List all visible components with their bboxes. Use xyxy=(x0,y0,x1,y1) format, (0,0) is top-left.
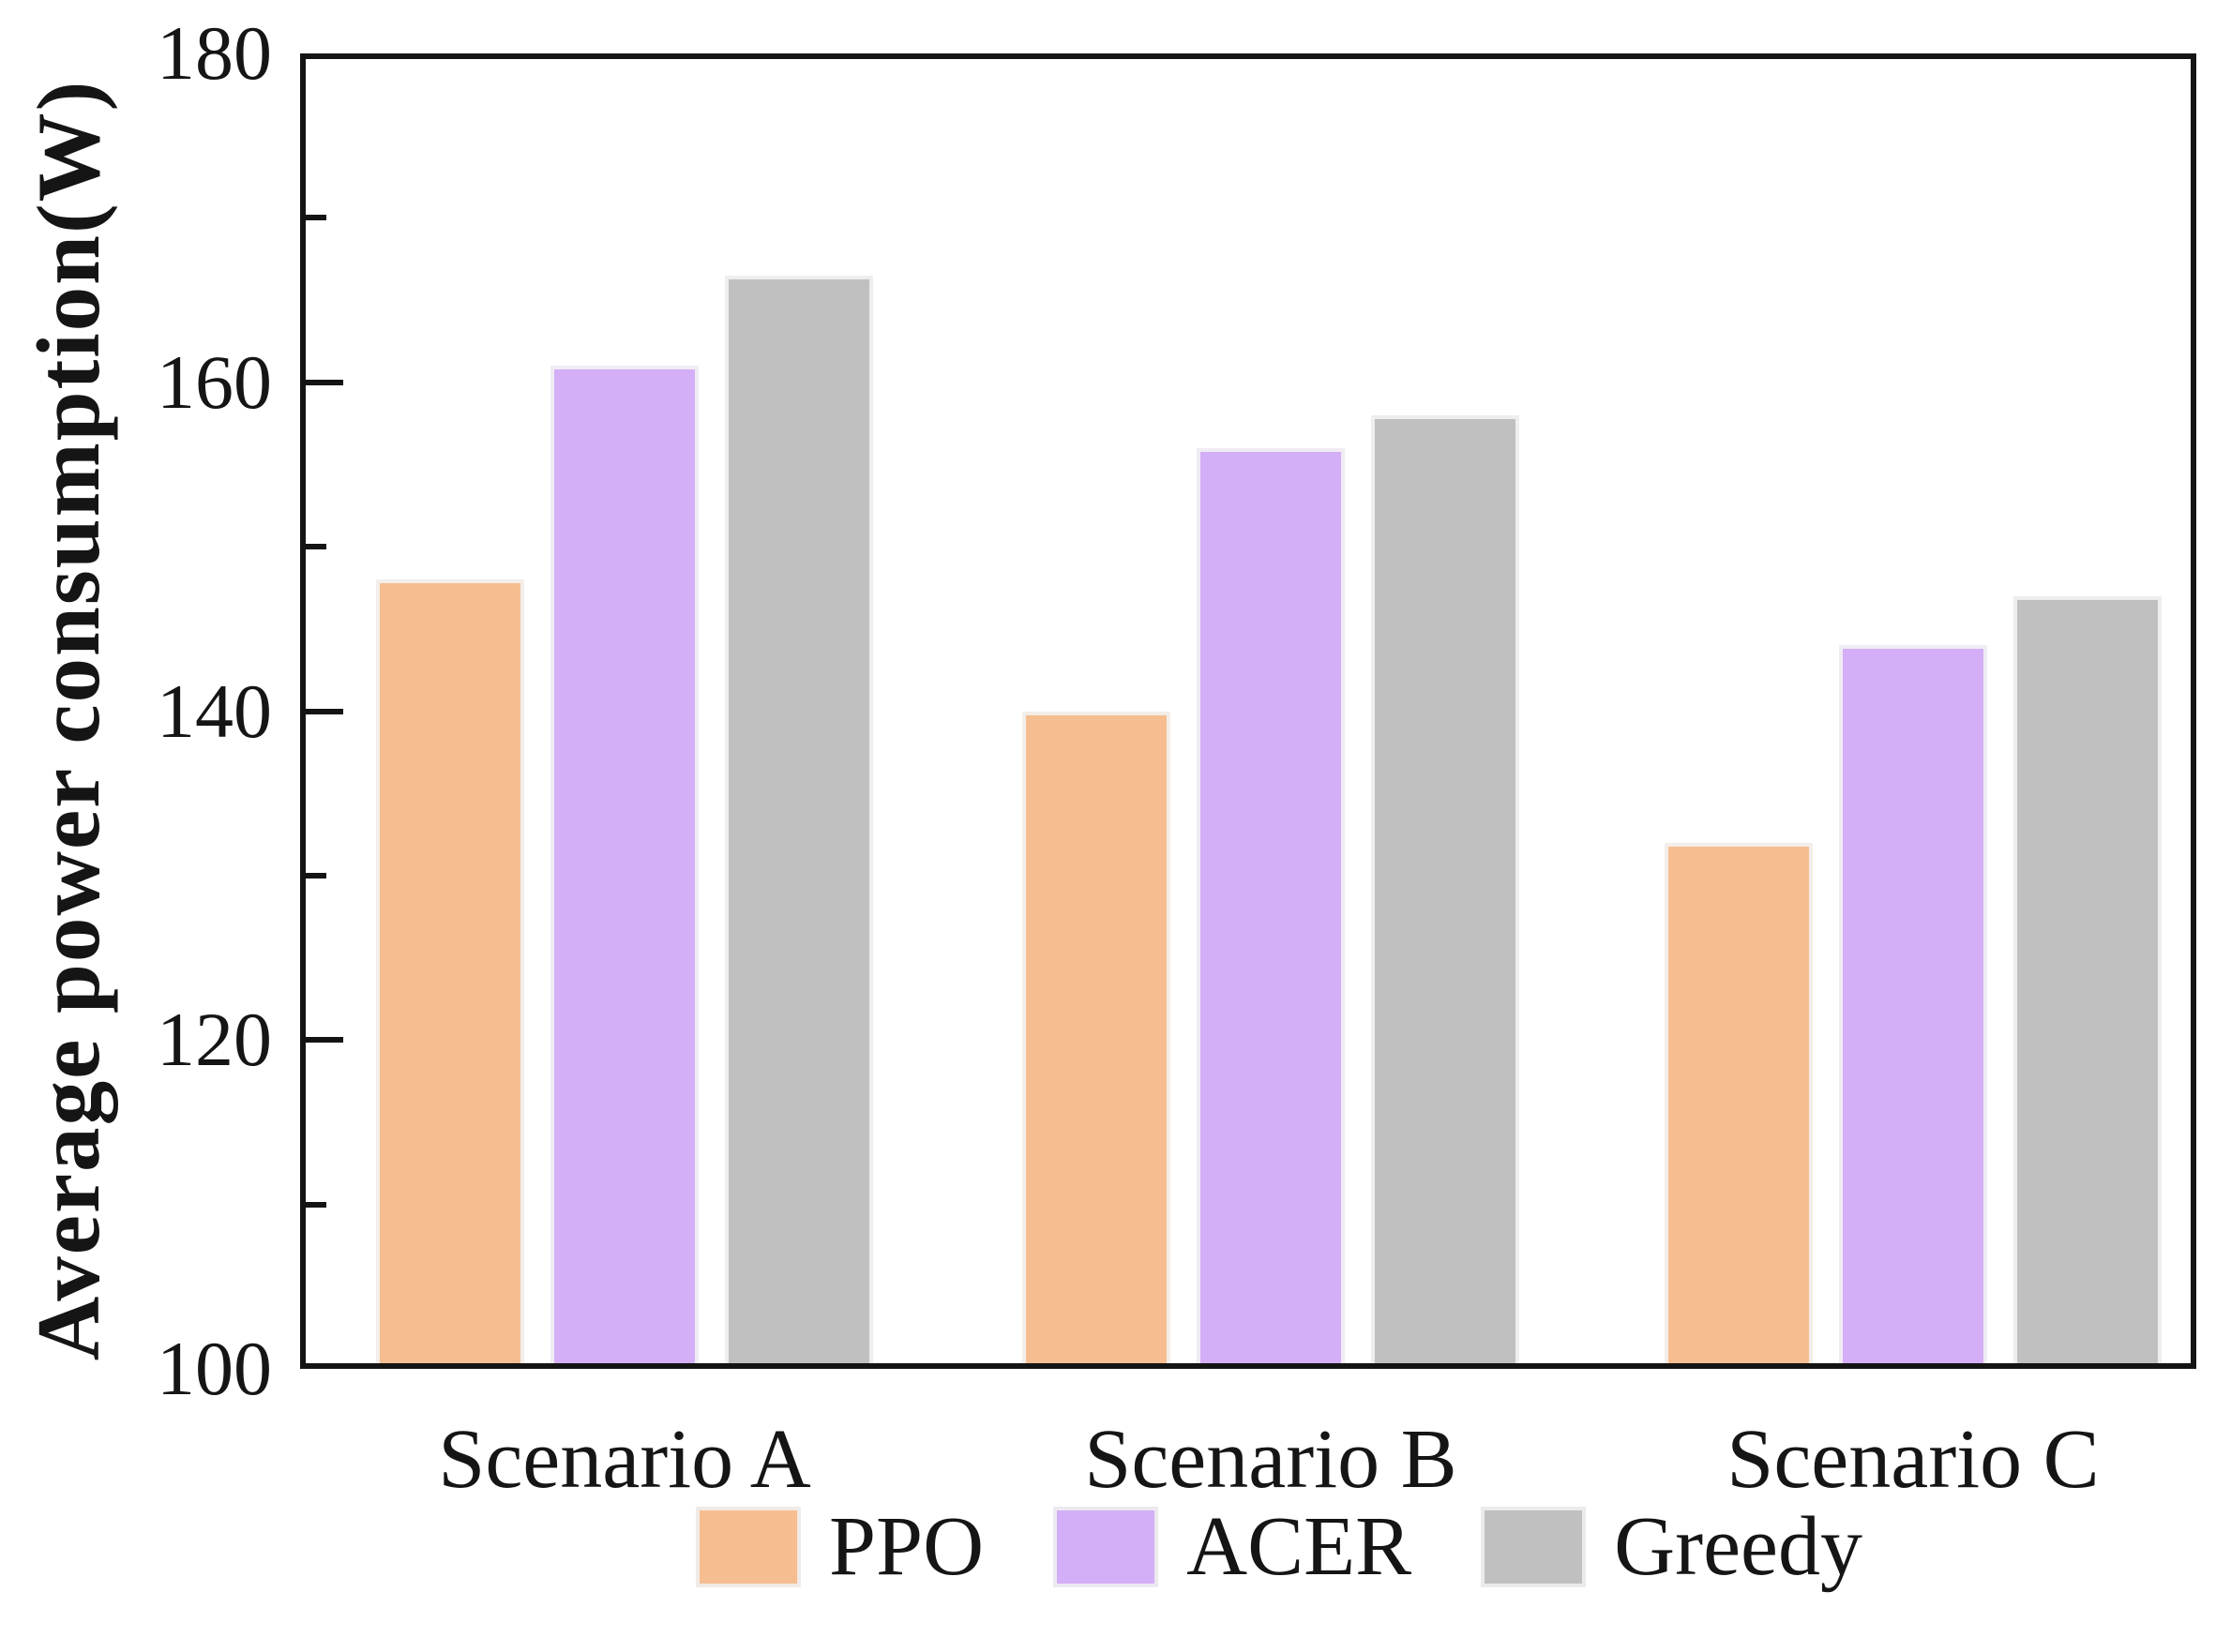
x-category-label-scenario-a: Scenario A xyxy=(438,1413,811,1506)
legend-entry-acer: ACER xyxy=(1053,1498,1411,1596)
y-axis-minor-tick xyxy=(306,872,326,879)
bar-scenario-c-greedy xyxy=(2013,595,2162,1369)
y-tick-label-160: 160 xyxy=(157,338,272,425)
bar-scenario-a-acer xyxy=(550,366,699,1369)
y-tick-label-100: 100 xyxy=(157,1326,272,1411)
bar-scenario-a-ppo xyxy=(376,579,524,1369)
y-tick-label-120: 120 xyxy=(157,997,272,1083)
y-axis-minor-tick xyxy=(306,215,326,221)
legend-swatch-acer xyxy=(1053,1507,1159,1587)
legend-label-acer: ACER xyxy=(1186,1500,1412,1593)
y-axis-minor-tick xyxy=(306,1201,326,1208)
legend: PPO ACER Greedy xyxy=(696,1498,1932,1596)
legend-swatch-greedy xyxy=(1481,1507,1587,1587)
y-tick-label-180: 180 xyxy=(157,10,272,96)
y-axis-major-tick xyxy=(306,708,343,714)
bar-scenario-c-acer xyxy=(1839,645,1987,1369)
x-category-label-scenario-c: Scenario C xyxy=(1726,1413,2100,1506)
x-category-label-scenario-b: Scenario B xyxy=(1084,1413,1457,1506)
legend-label-ppo: PPO xyxy=(829,1500,985,1593)
bar-scenario-b-greedy xyxy=(1371,414,1519,1369)
bar-scenario-c-ppo xyxy=(1665,842,1813,1369)
bar-scenario-a-greedy xyxy=(725,275,873,1369)
legend-entry-greedy: Greedy xyxy=(1481,1498,1862,1596)
y-axis-major-tick xyxy=(306,1037,343,1044)
legend-swatch-ppo xyxy=(696,1507,801,1587)
y-axis-minor-tick xyxy=(306,544,326,550)
bar-scenario-b-ppo xyxy=(1022,711,1170,1369)
y-axis-major-tick xyxy=(306,379,343,385)
bar-scenario-b-acer xyxy=(1197,447,1345,1369)
legend-label-greedy: Greedy xyxy=(1614,1500,1862,1593)
y-tick-label-140: 140 xyxy=(157,668,272,754)
legend-entry-ppo: PPO xyxy=(696,1498,984,1596)
